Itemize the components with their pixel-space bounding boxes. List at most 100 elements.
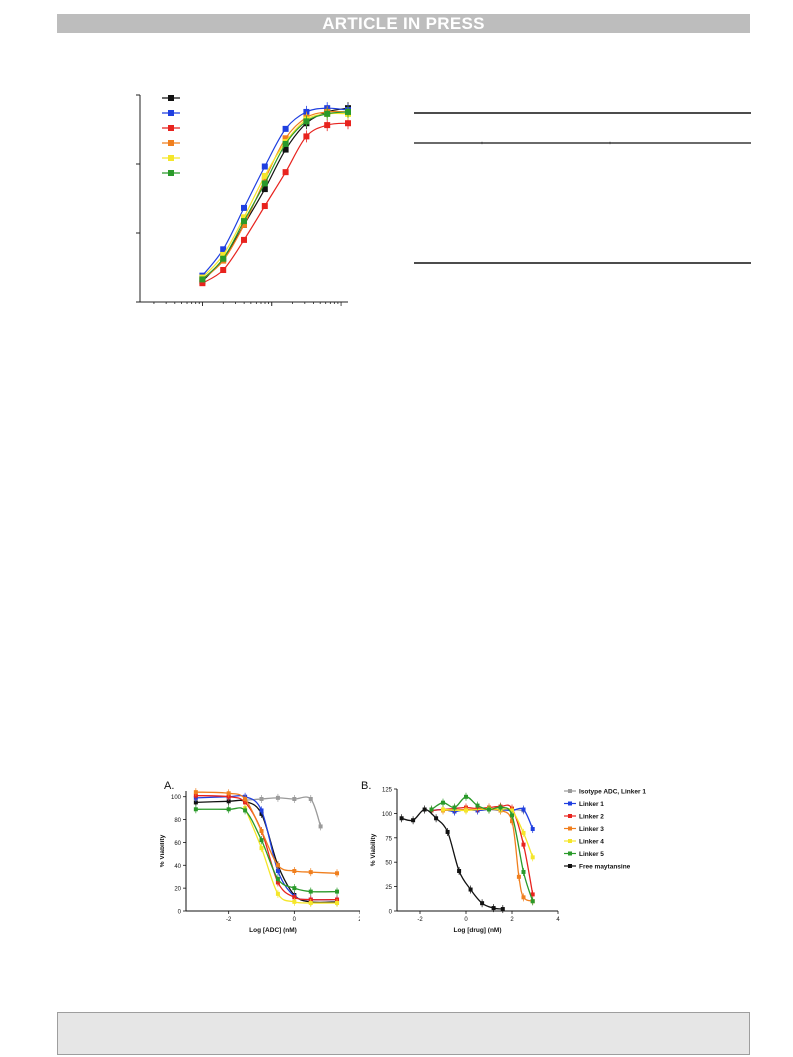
data-point [261,203,268,210]
data-point [530,827,535,832]
data-point [259,829,264,833]
data-point [199,276,206,283]
figure-panel-a: A. 0 20 40 60 80 100 -2 0 2 Log [ADC] (nM) % Viabil… [160,780,360,934]
series-line [431,796,534,902]
data-point [521,895,526,900]
series-line [401,808,503,910]
data-point [324,110,331,117]
data-point [193,800,198,805]
x-tick-label: 0 [464,917,468,923]
data-point [500,907,505,912]
legend-label: Linker 4 [579,839,604,846]
data-point [422,807,427,812]
legend-marker [568,814,572,818]
data-point [464,794,468,799]
data-point [491,906,496,911]
data-point [282,140,289,147]
table-mark [608,141,612,145]
data-point [530,899,535,904]
series-line [195,807,338,893]
data-point [468,887,473,892]
legend-marker [168,110,174,116]
data-point [241,214,247,221]
data-point [282,146,289,153]
footer-citation-box [57,1012,750,1055]
y-axis-label: % Viability [160,834,166,867]
data-point [292,797,297,801]
legend-marker [568,801,572,806]
data-point [261,186,268,193]
table-mark [480,141,484,145]
legend-label: Linker 3 [579,826,604,833]
data-point [308,797,313,801]
data-point [411,818,416,823]
article-in-press-banner: ARTICLE IN PRESS [57,14,750,33]
y-tick-label: 20 [174,887,181,893]
data-point [193,790,198,795]
data-point [259,808,264,813]
data-point [226,799,231,804]
data-point [282,169,289,176]
x-tick-label: 0 [293,917,297,923]
legend-label: Linker 1 [579,801,604,808]
data-point [292,869,297,873]
data-point [243,808,248,813]
data-point [530,892,535,897]
legend-label: Free maytansine [579,864,631,871]
top-dose-response-chart [136,94,351,306]
y-tick-label: 50 [385,861,392,867]
data-point [335,889,340,894]
data-point [429,807,434,812]
data-point [193,807,198,812]
data-point [441,800,445,805]
panel-label: A. [164,780,174,792]
data-point [521,807,526,812]
x-tick-label: 4 [556,917,560,923]
data-point [318,824,323,829]
y-tick-label: 25 [385,885,392,891]
data-point [275,877,280,881]
y-tick-label: 80 [174,818,181,824]
legend-marker [568,851,572,856]
legend-marker [168,155,174,161]
data-point [275,795,280,800]
data-point [487,807,491,812]
data-point [241,221,247,228]
y-tick-label: 75 [385,836,392,842]
data-point [480,901,485,906]
data-point [199,280,206,287]
data-point [308,901,313,905]
data-point [445,829,450,834]
panel-label: B. [361,780,371,792]
data-point [226,791,231,796]
data-point [335,901,340,905]
legend-marker [168,125,174,131]
data-point [464,808,468,813]
y-tick-label: 0 [178,910,182,916]
data-point [510,813,514,818]
data-point [521,869,526,874]
data-point [261,172,268,179]
data-point [498,805,503,810]
data-point [241,236,247,243]
data-point [530,855,535,860]
data-point [292,899,297,904]
x-tick-label: 2 [510,917,514,923]
legend-marker [568,826,572,831]
data-point [226,807,231,812]
data-point [475,803,480,808]
data-point [434,816,439,821]
y-tick-label: 100 [171,795,182,801]
legend-marker [568,839,572,843]
data-point [241,204,247,211]
data-point [243,797,248,801]
data-point [308,870,313,875]
data-point [282,135,289,142]
data-point [510,808,514,813]
x-axis-label: Log [drug] (nM) [453,927,501,934]
y-tick-label: 0 [389,910,393,916]
data-point [275,863,280,868]
y-tick-label: 100 [382,812,393,818]
x-axis-label: Log [ADC] (nM) [249,927,297,934]
y-tick-label: 40 [174,864,181,870]
